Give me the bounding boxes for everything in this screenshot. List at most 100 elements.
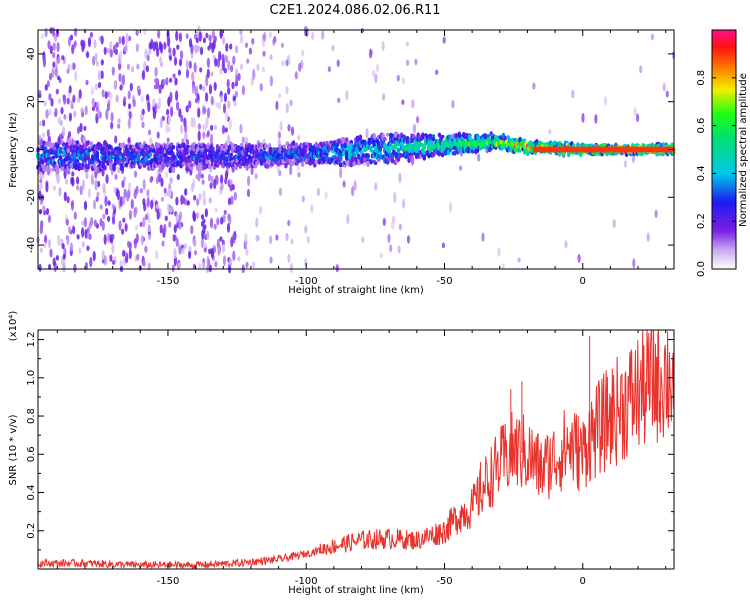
spectrogram-noise-cell	[51, 67, 55, 78]
spectrogram-band-cell	[300, 161, 305, 168]
spectrogram-band-cell	[160, 164, 165, 170]
spectrogram-noise-cell	[119, 84, 123, 91]
spectrogram-noise-cell	[146, 93, 150, 102]
spectrogram-noise-cell	[91, 178, 95, 185]
spectrogram-noise-cell	[40, 33, 45, 40]
spectrogram-noise-cell	[193, 194, 197, 201]
spectrogram-noise-cell	[39, 247, 44, 254]
spectrogram-noise-cell	[185, 59, 189, 70]
spectrogram-noise-cell	[393, 191, 397, 203]
spectrogram-noise-cell	[369, 48, 373, 59]
spectrogram-noise-cell	[62, 263, 66, 273]
spectrogram-noise-cell	[109, 254, 113, 262]
spectrogram-noise-cell	[477, 153, 481, 162]
spectrogram-noise-cell	[175, 196, 179, 206]
spectrogram-band-cell	[112, 165, 116, 171]
spectrogram-band-cell	[264, 143, 268, 150]
spectrogram-noise-cell	[382, 93, 386, 101]
spectrogram-noise-cell	[181, 247, 185, 254]
spectrogram-y-tick-label: 40	[26, 48, 37, 61]
spectrogram-noise-cell	[178, 220, 182, 231]
spectrogram-noise-cell	[398, 172, 402, 184]
colorbar-tick-label: 0.8	[696, 70, 707, 86]
spectrogram-band-cell	[157, 164, 162, 169]
spectrogram-noise-cell	[83, 125, 87, 131]
spectrogram-noise-cell	[115, 42, 119, 48]
spectrogram-noise-cell	[169, 206, 173, 214]
spectrogram-band-cell	[352, 160, 357, 167]
spectrogram-noise-cell	[193, 238, 197, 248]
spectrogram-noise-cell	[70, 99, 74, 110]
spectrogram-band-cell	[160, 148, 165, 155]
spectrogram-noise-cell	[52, 61, 56, 68]
spectrogram-noise-cell	[209, 217, 214, 229]
spectrogram-noise-cell	[170, 106, 174, 117]
spectrogram-noise-cell	[273, 35, 277, 44]
spectrogram-noise-cell	[175, 90, 179, 102]
spectrogram-band-cell	[392, 149, 396, 157]
spectrogram-noise-cell	[45, 207, 50, 216]
spectrogram-noise-cell	[199, 67, 203, 73]
spectrogram-band-cell	[259, 142, 264, 147]
spectrogram-noise-cell	[449, 202, 453, 213]
spectrogram-noise-cell	[165, 122, 169, 134]
spectrogram-noise-cell	[223, 209, 227, 215]
spectrogram-noise-cell	[132, 98, 136, 108]
spectrogram-noise-cell	[197, 107, 201, 118]
spectrogram-noise-cell	[321, 30, 325, 40]
spectrogram-noise-cell	[310, 204, 314, 214]
spectrogram-noise-cell	[43, 241, 47, 249]
spectrogram-noise-cell	[144, 245, 148, 253]
spectrogram-noise-cell	[101, 221, 105, 231]
spectrogram-band-cell	[372, 132, 376, 139]
spectrogram-noise-cell	[87, 37, 92, 48]
spectrogram-noise-cell	[269, 54, 273, 61]
spectrogram-noise-cell	[180, 124, 184, 134]
spectrogram-noise-cell	[63, 191, 67, 202]
spectrogram-band-cell	[422, 151, 427, 155]
spectrogram-noise-cell	[152, 97, 156, 108]
spectrogram-band-cell	[358, 134, 363, 140]
spectrogram-noise-cell	[290, 238, 294, 245]
spectrogram-noise-cell	[86, 245, 90, 251]
spectrogram-noise-cell	[252, 68, 256, 80]
spectrogram-noise-cell	[233, 191, 237, 201]
spectrogram-band-cell	[235, 158, 239, 164]
spectrogram-noise-cell	[147, 101, 151, 113]
spectrogram-noise-cell	[167, 187, 172, 198]
spectrogram-noise-cell	[130, 66, 135, 73]
spectrogram-noise-cell	[161, 240, 165, 247]
spectrogram-band-cell	[387, 147, 392, 153]
spectrogram-noise-cell	[159, 56, 163, 65]
spectrogram-noise-cell	[202, 196, 207, 207]
spectrogram-noise-cell	[102, 213, 106, 220]
spectrogram-noise-cell	[112, 44, 117, 54]
spectrogram-noise-cell	[177, 261, 182, 269]
spectrogram-noise-cell	[176, 44, 180, 50]
spectrogram-noise-cell	[219, 236, 223, 242]
spectrogram-band-cell	[197, 161, 201, 169]
spectrogram-noise-cell	[345, 90, 349, 101]
spectrogram-band-cell	[454, 132, 459, 138]
spectrogram-noise-cell	[119, 195, 123, 207]
spectrogram-noise-cell	[285, 59, 289, 67]
spectrogram-noise-cell	[201, 261, 205, 268]
spectrogram-noise-cell	[188, 60, 192, 69]
spectrogram-band-cell	[197, 154, 201, 159]
spectrogram-noise-cell	[227, 60, 231, 71]
spectrogram-noise-cell	[111, 233, 115, 240]
spectrogram-noise-cell	[275, 234, 279, 241]
spectrogram-noise-cell	[217, 102, 222, 111]
snr-y-tick-label: 0.8	[26, 408, 37, 424]
spectrogram-noise-cell	[136, 253, 140, 261]
spectrogram-noise-cell	[147, 224, 151, 233]
spectrogram-noise-cell	[219, 67, 223, 75]
spectrogram-band-cell	[118, 150, 122, 156]
spectrogram-noise-cell	[111, 203, 115, 210]
spectrogram-noise-cell	[208, 34, 212, 42]
spectrogram-noise-cell	[178, 246, 182, 255]
spectrogram-noise-cell	[109, 48, 113, 58]
spectrogram-noise-cell	[47, 239, 52, 249]
spectrogram-noise-cell	[40, 220, 44, 229]
